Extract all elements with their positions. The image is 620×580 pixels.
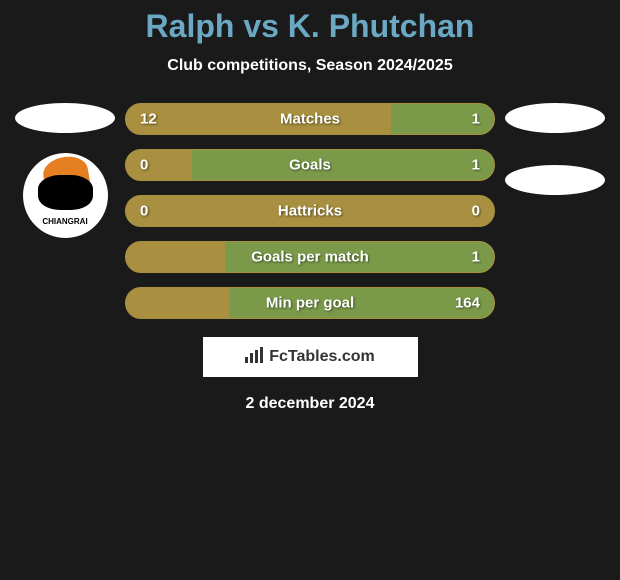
stat-bar: Goals per match1 — [125, 241, 495, 273]
player-photo-left — [15, 103, 115, 133]
main-row: CHIANGRAI 12Matches10Goals10Hattricks0Go… — [0, 103, 620, 319]
subtitle: Club competitions, Season 2024/2025 — [0, 57, 620, 75]
stat-label: Hattricks — [126, 203, 494, 220]
stats-column: 12Matches10Goals10Hattricks0Goals per ma… — [125, 103, 495, 319]
stat-value-right: 164 — [455, 295, 480, 312]
chart-icon — [245, 347, 265, 368]
stat-value-right: 1 — [472, 249, 480, 266]
left-side: CHIANGRAI — [15, 103, 115, 238]
stat-label: Min per goal — [126, 295, 494, 312]
player-photo-right — [505, 103, 605, 133]
comparison-card: Ralph vs K. Phutchan Club competitions, … — [0, 0, 620, 413]
stat-bar: 0Hattricks0 — [125, 195, 495, 227]
footer-brand-box[interactable]: FcTables.com — [203, 337, 418, 377]
stat-label: Goals per match — [126, 249, 494, 266]
stat-value-right: 0 — [472, 203, 480, 220]
page-title: Ralph vs K. Phutchan — [0, 8, 620, 45]
club-badge-right — [505, 165, 605, 195]
stat-label: Goals — [126, 157, 494, 174]
stat-value-right: 1 — [472, 111, 480, 128]
stat-bar: 12Matches1 — [125, 103, 495, 135]
stat-bar: 0Goals1 — [125, 149, 495, 181]
footer-brand-text: FcTables.com — [269, 348, 375, 366]
date-label: 2 december 2024 — [0, 395, 620, 413]
stat-bar: Min per goal164 — [125, 287, 495, 319]
stat-value-right: 1 — [472, 157, 480, 174]
stat-label: Matches — [126, 111, 494, 128]
club-badge-left: CHIANGRAI — [23, 153, 108, 238]
right-side — [505, 103, 605, 195]
